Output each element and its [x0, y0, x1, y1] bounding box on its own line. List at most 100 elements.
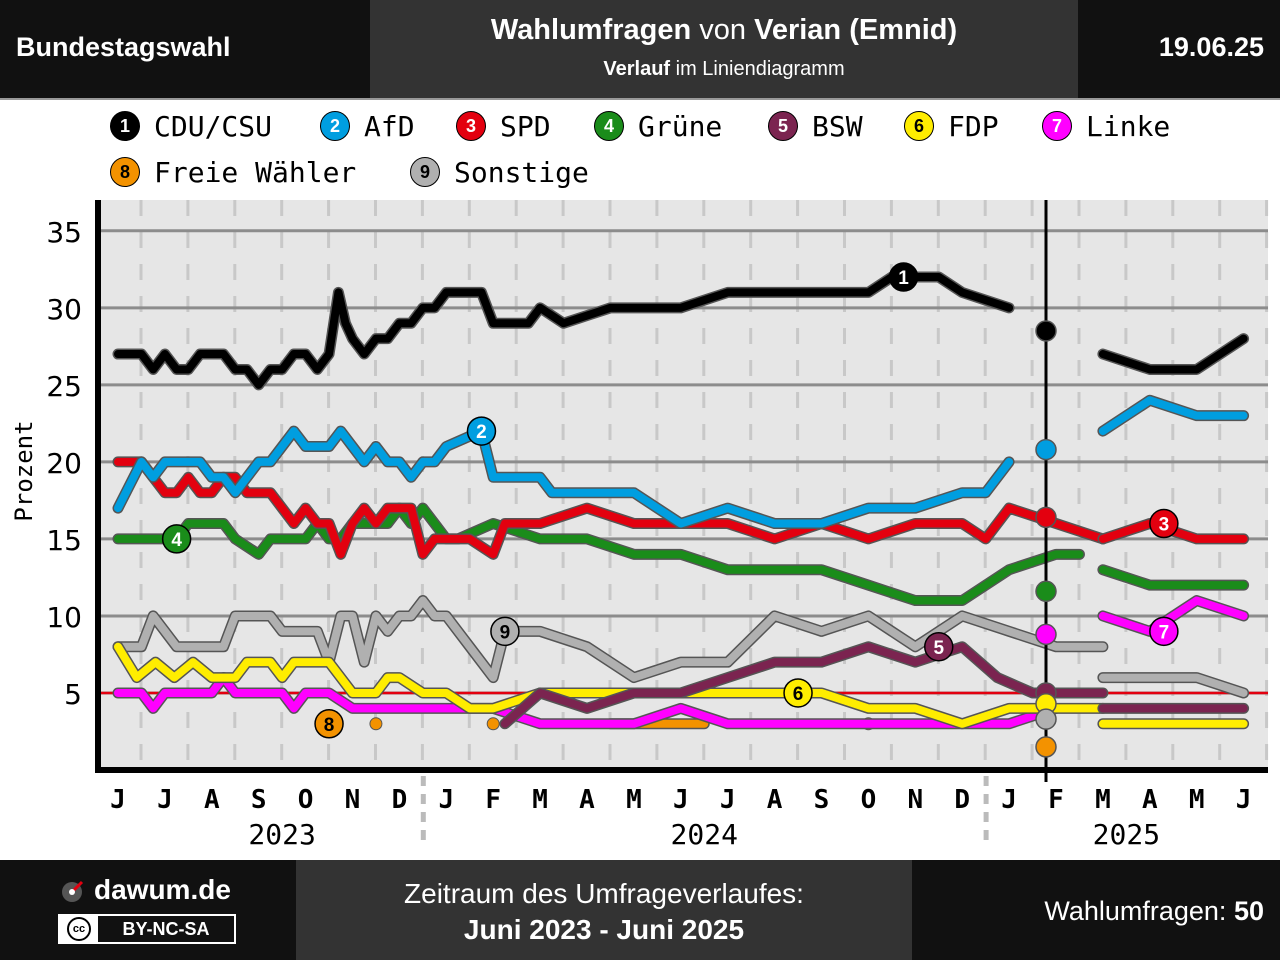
series-marker-8	[314, 709, 344, 739]
legend-item-9: 9 Sonstige	[410, 152, 589, 192]
legend-item-7: 7 Linke	[1042, 106, 1170, 146]
legend-item-5: 5 BSW	[768, 106, 863, 146]
y-tick-label: 10	[46, 601, 82, 634]
series-marker-label-4: 4	[171, 530, 182, 551]
series-marker-6	[783, 678, 813, 708]
month-label: A	[767, 785, 783, 815]
series-marker-label-5: 5	[933, 638, 944, 659]
series-marker-9	[490, 616, 520, 647]
title-mid: von	[691, 14, 755, 46]
month-label: A	[204, 785, 220, 815]
series-marker-label-6: 6	[793, 684, 804, 705]
series-line-4	[114, 504, 1084, 605]
cc-icon: cc	[60, 916, 98, 942]
month-label: S	[251, 785, 267, 815]
legend-marker: 4	[594, 111, 624, 141]
month-label: A	[1142, 785, 1158, 815]
series-line-6	[114, 642, 1107, 728]
series-line-1	[114, 273, 1014, 389]
election-result-4	[1035, 580, 1057, 603]
header-date: 19.06.25	[1158, 32, 1264, 62]
month-label: M	[626, 785, 642, 815]
year-label: 2023	[248, 818, 315, 851]
month-label: M	[1095, 785, 1111, 815]
election-result-2	[1035, 438, 1057, 461]
title-bold-1: Wahlumfragen	[490, 14, 692, 46]
legend-marker: 8	[110, 157, 140, 187]
series-line-1	[1098, 334, 1248, 374]
legend-item-3: 3 SPD	[456, 106, 551, 146]
series-line-5	[500, 642, 1107, 728]
poll-count: Wahlumfragen: 50	[1044, 896, 1264, 927]
series-point-8	[369, 717, 383, 731]
series-line-2	[1098, 396, 1248, 436]
series-marker-label-3: 3	[1159, 515, 1170, 536]
election-result-7	[1035, 623, 1057, 646]
y-tick-label: 30	[46, 293, 82, 326]
y-tick-label: 15	[46, 524, 82, 557]
legend-marker: 3	[456, 111, 486, 141]
y-tick-label: 5	[64, 678, 82, 711]
election-result-8	[1035, 736, 1057, 758]
y-tick-label: 20	[46, 447, 82, 480]
period-label: Zeitraum des Umfrageverlaufes:	[404, 878, 804, 909]
legend-label: Grüne	[638, 109, 723, 143]
month-label: J	[157, 785, 173, 815]
series-line-9	[1098, 673, 1248, 697]
header-right: 19.06.25	[1078, 0, 1280, 98]
legend-item-6: 6 FDP	[904, 106, 999, 146]
series-marker-label-7: 7	[1159, 622, 1170, 643]
series-line-2	[114, 427, 1014, 528]
header-separator	[0, 98, 1280, 100]
legend-label: BSW	[812, 109, 863, 143]
series-marker-label-1: 1	[898, 268, 909, 289]
legend-item-2: 2 AfD	[320, 106, 415, 146]
series-marker-2	[466, 416, 497, 446]
election-result-3	[1035, 506, 1057, 529]
series-marker-5	[924, 632, 954, 662]
month-label: F	[485, 785, 501, 815]
month-label: N	[907, 785, 923, 815]
series-marker-7	[1149, 616, 1179, 647]
month-label: O	[298, 785, 314, 815]
cc-label: cc	[67, 917, 91, 941]
series-marker-label-8: 8	[324, 715, 335, 736]
period-value: Juni 2023 - Juni 2025	[463, 914, 745, 945]
legend-marker: 5	[768, 111, 798, 141]
footer-brand-block: dawum.de cc BY-NC-SA	[0, 860, 296, 960]
month-label: M	[532, 785, 548, 815]
license-text: BY-NC-SA	[122, 918, 210, 939]
month-label: J	[1236, 785, 1252, 815]
title-bold-2: Verian (Emnid)	[754, 14, 958, 46]
legend-marker: 2	[320, 111, 350, 141]
year-label: 2025	[1093, 818, 1160, 851]
series-line-7	[1098, 596, 1248, 636]
header-title: Wahlumfragen von Verian (Emnid)	[370, 14, 1078, 47]
legend-marker: 1	[110, 111, 140, 141]
brand-link[interactable]: dawum.de	[94, 874, 231, 905]
footer-count-block: Wahlumfragen: 50	[912, 860, 1280, 960]
month-label: J	[720, 785, 736, 815]
y-axis-label: Prozent	[10, 420, 38, 521]
year-label: 2024	[671, 818, 738, 851]
dawum-logo-icon	[62, 880, 84, 902]
month-label: D	[392, 785, 408, 815]
legend-marker: 7	[1042, 111, 1072, 141]
legend-marker: 6	[904, 111, 934, 141]
series-marker-label-9: 9	[500, 622, 511, 643]
month-label: A	[579, 785, 595, 815]
election-result-1	[1035, 320, 1057, 342]
series-point-8	[486, 717, 500, 731]
header-subtitle: Verlauf im Liniendiagramm	[370, 58, 1078, 81]
license-badge[interactable]: cc BY-NC-SA	[58, 914, 236, 944]
subtitle-bold: Verlauf	[603, 58, 671, 80]
legend-item-1: 1 CDU/CSU	[110, 106, 272, 146]
poll-count-label: Wahlumfragen:	[1044, 896, 1234, 926]
election-type: Bundestagswahl	[16, 32, 231, 62]
header-left: Bundestagswahl	[0, 0, 370, 98]
legend-label: FDP	[948, 109, 999, 143]
legend-label: CDU/CSU	[154, 109, 273, 143]
plot-background	[98, 200, 1268, 770]
month-label: O	[861, 785, 877, 815]
